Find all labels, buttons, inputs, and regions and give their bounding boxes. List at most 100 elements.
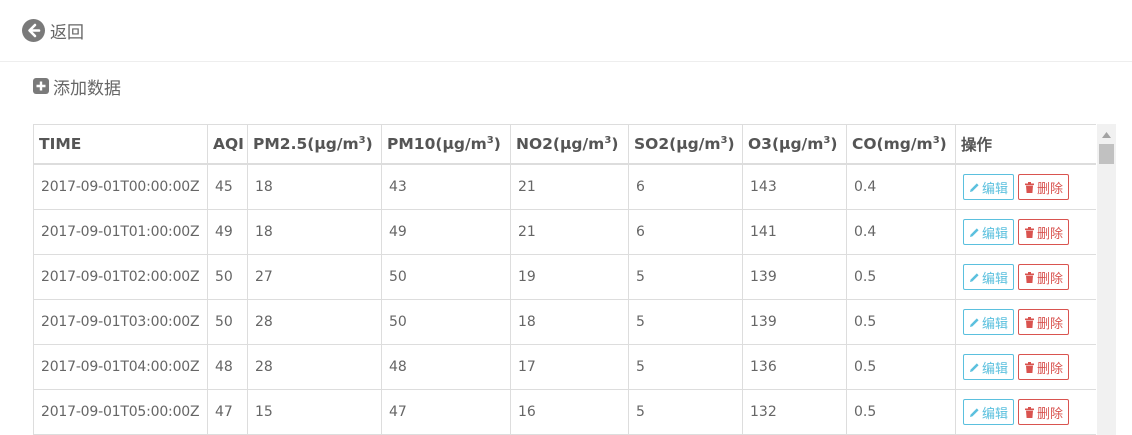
delete-button[interactable]: 删除 <box>1018 354 1070 380</box>
back-button[interactable]: 返回 <box>22 18 84 43</box>
table-row: 2017-09-01T03:00:00Z 50 28 50 18 5 139 0.5 编辑 删除 <box>33 299 1096 345</box>
cell-no2: 16 <box>510 389 629 435</box>
table-row: 2017-09-01T00:00:00Z 45 18 43 21 6 143 0.4 编辑 删除 <box>33 163 1096 210</box>
cell-actions: 编辑 删除 <box>955 389 1096 435</box>
cell-pm25: 18 <box>247 163 382 210</box>
cell-aqi: 45 <box>207 163 248 210</box>
cell-co: 0.5 <box>846 254 956 300</box>
delete-button[interactable]: 删除 <box>1018 174 1070 200</box>
cell-no2: 19 <box>510 254 629 300</box>
table-row: 2017-09-01T02:00:00Z 50 27 50 19 5 139 0.5 编辑 删除 <box>33 254 1096 300</box>
delete-label: 删除 <box>1037 181 1064 197</box>
edit-button[interactable]: 编辑 <box>963 264 1015 290</box>
cell-aqi: 49 <box>207 209 248 255</box>
edit-button[interactable]: 编辑 <box>963 309 1015 335</box>
cell-actions: 编辑 删除 <box>955 209 1096 255</box>
cell-so2: 6 <box>628 209 743 255</box>
cell-actions: 编辑 删除 <box>955 254 1096 300</box>
edit-label: 编辑 <box>982 271 1009 287</box>
pencil-icon <box>969 362 980 373</box>
cell-pm25: 15 <box>247 389 382 435</box>
cell-aqi: 48 <box>207 344 248 390</box>
cell-o3: 132 <box>742 389 847 435</box>
edit-label: 编辑 <box>982 361 1009 377</box>
cell-co: 0.5 <box>846 299 956 345</box>
delete-button[interactable]: 删除 <box>1018 399 1070 425</box>
cell-pm10: 48 <box>381 344 511 390</box>
col-header-actions: 操作 <box>955 124 1096 165</box>
col-header-o3: O3(μg/m3) <box>742 124 847 165</box>
cell-pm10: 43 <box>381 163 511 210</box>
cell-no2: 21 <box>510 163 629 210</box>
cell-time: 2017-09-01T01:00:00Z <box>33 209 208 255</box>
pencil-icon <box>969 407 980 418</box>
trash-icon <box>1024 406 1035 418</box>
cell-so2: 5 <box>628 344 743 390</box>
cell-actions: 编辑 删除 <box>955 299 1096 345</box>
col-header-pm25: PM2.5(μg/m3) <box>247 124 382 165</box>
col-header-pm10: PM10(μg/m3) <box>381 124 511 165</box>
trash-icon <box>1024 361 1035 373</box>
cell-time: 2017-09-01T05:00:00Z <box>33 389 208 435</box>
data-table: TIME AQI PM2.5(μg/m3) PM10(μg/m3) NO2(μg… <box>33 124 1096 435</box>
delete-button[interactable]: 删除 <box>1018 264 1070 290</box>
edit-button[interactable]: 编辑 <box>963 174 1015 200</box>
cell-aqi: 50 <box>207 299 248 345</box>
delete-button[interactable]: 删除 <box>1018 309 1070 335</box>
cell-time: 2017-09-01T04:00:00Z <box>33 344 208 390</box>
trash-icon <box>1024 271 1035 283</box>
pencil-icon <box>969 272 980 283</box>
cell-time: 2017-09-01T00:00:00Z <box>33 163 208 210</box>
cell-so2: 6 <box>628 163 743 210</box>
data-table-container: TIME AQI PM2.5(μg/m3) PM10(μg/m3) NO2(μg… <box>33 124 1096 435</box>
scroll-up-arrow-icon[interactable] <box>1097 128 1116 142</box>
col-header-time: TIME <box>33 124 208 165</box>
cell-o3: 143 <box>742 163 847 210</box>
cell-co: 0.4 <box>846 209 956 255</box>
add-data-button[interactable]: 添加数据 <box>33 74 121 99</box>
back-label: 返回 <box>50 22 84 43</box>
edit-button[interactable]: 编辑 <box>963 399 1015 425</box>
circle-arrow-left-icon <box>22 18 45 42</box>
cell-pm10: 49 <box>381 209 511 255</box>
pencil-icon <box>969 227 980 238</box>
col-header-so2: SO2(μg/m3) <box>628 124 743 165</box>
edit-button[interactable]: 编辑 <box>963 354 1015 380</box>
edit-label: 编辑 <box>982 406 1009 422</box>
col-header-no2: NO2(μg/m3) <box>510 124 629 165</box>
edit-button[interactable]: 编辑 <box>963 219 1015 245</box>
table-row: 2017-09-01T04:00:00Z 48 28 48 17 5 136 0.5 编辑 删除 <box>33 344 1096 390</box>
cell-no2: 17 <box>510 344 629 390</box>
top-bar: 返回 <box>0 0 1132 62</box>
cell-pm10: 50 <box>381 254 511 300</box>
delete-button[interactable]: 删除 <box>1018 219 1070 245</box>
delete-label: 删除 <box>1037 361 1064 377</box>
cell-o3: 141 <box>742 209 847 255</box>
cell-actions: 编辑 删除 <box>955 163 1096 210</box>
cell-pm25: 18 <box>247 209 382 255</box>
col-header-co: CO(mg/m3) <box>846 124 956 165</box>
col-header-aqi: AQI <box>207 124 248 165</box>
pencil-icon <box>969 317 980 328</box>
cell-co: 0.5 <box>846 344 956 390</box>
delete-label: 删除 <box>1037 316 1064 332</box>
delete-label: 删除 <box>1037 226 1064 242</box>
cell-aqi: 50 <box>207 254 248 300</box>
cell-o3: 139 <box>742 299 847 345</box>
cell-pm25: 28 <box>247 344 382 390</box>
cell-aqi: 47 <box>207 389 248 435</box>
cell-pm10: 50 <box>381 299 511 345</box>
scrollbar-thumb[interactable] <box>1099 144 1114 164</box>
edit-label: 编辑 <box>982 226 1009 242</box>
cell-no2: 21 <box>510 209 629 255</box>
cell-co: 0.4 <box>846 163 956 210</box>
cell-so2: 5 <box>628 299 743 345</box>
cell-so2: 5 <box>628 389 743 435</box>
cell-o3: 139 <box>742 254 847 300</box>
trash-icon <box>1024 226 1035 238</box>
plus-square-icon <box>33 78 49 94</box>
cell-o3: 136 <box>742 344 847 390</box>
cell-pm10: 47 <box>381 389 511 435</box>
vertical-scrollbar[interactable] <box>1097 124 1116 435</box>
add-data-label: 添加数据 <box>53 78 121 99</box>
